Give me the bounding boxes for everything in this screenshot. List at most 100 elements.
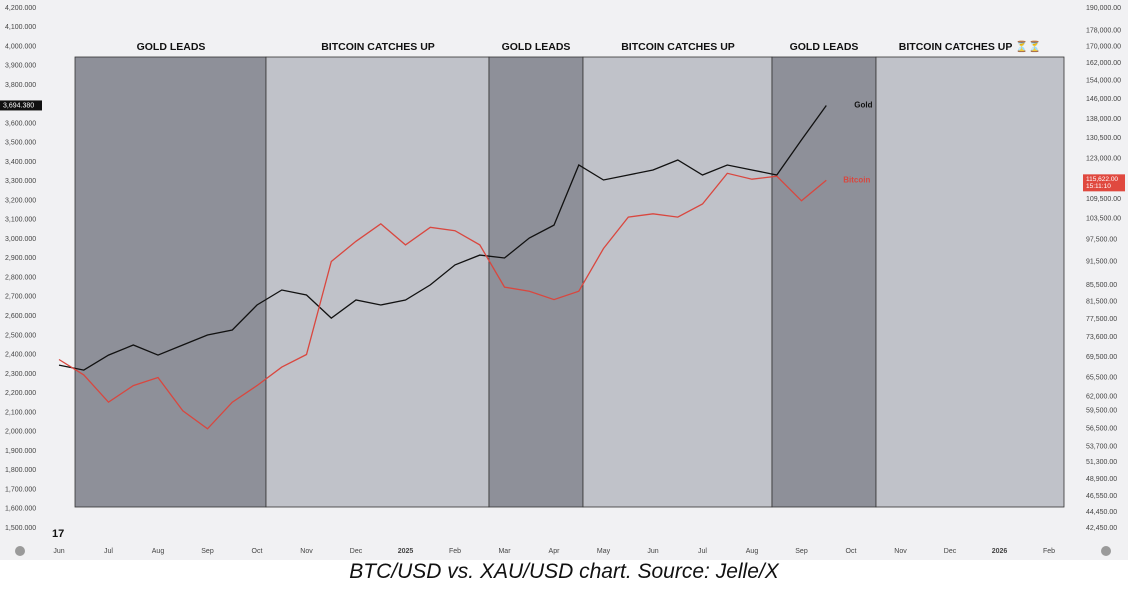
y-tick-label: 3,800.000	[5, 82, 36, 89]
y-tick-label: 1,600.000	[5, 506, 36, 513]
y-tick-label: 2,600.000	[5, 313, 36, 320]
period-label: GOLD LEADS	[502, 41, 571, 53]
period-label: GOLD LEADS	[790, 41, 859, 53]
caption: BTC/USD vs. XAU/USD chart. Source: Jelle…	[349, 560, 779, 583]
x-tick-label: Jul	[698, 548, 707, 555]
y-tick-label: 2,300.000	[5, 371, 36, 378]
y-tick-label: 3,000.000	[5, 236, 36, 243]
y-tick-label: 3,100.000	[5, 217, 36, 224]
x-tick-label: 2025	[398, 548, 414, 555]
y2-tick-label: 56,500.00	[1086, 426, 1117, 433]
y2-tick-label: 44,450.00	[1086, 509, 1117, 516]
y-tick-label: 2,700.000	[5, 294, 36, 301]
y-tick-label: 1,700.000	[5, 486, 36, 493]
period-label: BITCOIN CATCHES UP	[321, 41, 435, 53]
y2-tick-label: 162,000.00	[1086, 60, 1121, 67]
y2-tick-label: 59,500.00	[1086, 408, 1117, 415]
y-tick-label: 4,100.000	[5, 24, 36, 31]
gold-price-box	[0, 100, 42, 111]
period-region	[74, 56, 267, 508]
x-tick-label: Aug	[746, 548, 759, 555]
y-tick-label: 2,200.000	[5, 390, 36, 397]
logo: 17	[52, 528, 64, 540]
y2-tick-label: 85,500.00	[1086, 282, 1117, 289]
x-tick-label: Sep	[795, 548, 808, 555]
y2-tick-label: 77,500.00	[1086, 316, 1117, 323]
y2-tick-label: 178,000.00	[1086, 27, 1121, 34]
period-label: BITCOIN CATCHES UP	[621, 41, 735, 53]
series-line	[58, 105, 827, 371]
countdown-label: 15:11:10	[1086, 183, 1111, 190]
y-tick-label: 2,900.000	[5, 255, 36, 262]
y2-tick-label: 53,700.00	[1086, 443, 1117, 450]
x-tick-label: Feb	[449, 548, 461, 555]
scroll-left[interactable]	[15, 546, 25, 556]
y-tick-label: 1,900.000	[5, 448, 36, 455]
regions	[74, 56, 1065, 508]
y-tick-label: 1,500.000	[5, 525, 36, 532]
x-tick-label: Sep	[201, 548, 214, 555]
x-tick-label: Nov	[300, 548, 313, 555]
period-label: GOLD LEADS	[137, 41, 206, 53]
y-tick-label: 2,400.000	[5, 352, 36, 359]
x-tick-label: 2026	[992, 548, 1008, 555]
y2-tick-label: 48,900.00	[1086, 476, 1117, 483]
x-tick-label: Aug	[152, 548, 165, 555]
x-tick-label: Apr	[549, 548, 561, 555]
y2-tick-label: 130,500.00	[1086, 135, 1121, 142]
y2-tick-label: 154,000.00	[1086, 78, 1121, 85]
y-tick-label: 3,900.000	[5, 63, 36, 70]
y2-tick-label: 73,600.00	[1086, 334, 1117, 341]
x-tick-label: Oct	[252, 548, 263, 555]
y2-tick-label: 123,000.00	[1086, 156, 1121, 163]
chart: 17 GOLD LEADS BITCOIN CATCHES UP GOLD LEAD…	[0, 0, 1128, 560]
period-region	[875, 56, 1065, 508]
y-tick-label: 3,400.000	[5, 159, 36, 166]
y-tick-label: 4,000.000	[5, 43, 36, 50]
period-region	[488, 56, 584, 508]
period-region	[771, 56, 877, 508]
period-label: BITCOIN CATCHES UP ⏳⏳	[899, 40, 1041, 53]
y-tick-label: 1,800.000	[5, 467, 36, 474]
y-tick-label: 2,100.000	[5, 409, 36, 416]
y2-tick-label: 138,000.00	[1086, 116, 1121, 123]
y-tick-label: 3,500.000	[5, 140, 36, 147]
bitcoin-price-box	[1083, 174, 1125, 192]
y-tick-label: 3,300.000	[5, 178, 36, 185]
y-tick-label: 4,200.000	[5, 5, 36, 12]
x-tick-label: Feb	[1043, 548, 1055, 555]
period-region	[582, 56, 773, 508]
y2-tick-label: 69,500.00	[1086, 354, 1117, 361]
bitcoin-price-label: 115,622.00	[1086, 176, 1118, 183]
x-tick-label: Nov	[894, 548, 907, 555]
x-tick-label: Dec	[350, 548, 363, 555]
y2-tick-label: 190,000.00	[1086, 5, 1121, 12]
y2-tick-label: 42,450.00	[1086, 525, 1117, 532]
y2-tick-label: 46,550.00	[1086, 493, 1117, 500]
series-line	[58, 172, 827, 430]
y2-tick-label: 91,500.00	[1086, 258, 1117, 265]
y2-tick-label: 103,500.00	[1086, 216, 1121, 223]
x-tick-label: Dec	[944, 548, 957, 555]
period-region	[265, 56, 490, 508]
series-label: Bitcoin	[843, 175, 870, 184]
scroll-right[interactable]	[1101, 546, 1111, 556]
y2-tick-label: 109,500.00	[1086, 196, 1121, 203]
y-tick-label: 2,000.000	[5, 429, 36, 436]
y2-tick-label: 62,000.00	[1086, 393, 1117, 400]
x-tick-label: Jun	[647, 548, 658, 555]
y-tick-label: 2,500.000	[5, 332, 36, 339]
y2-tick-label: 97,500.00	[1086, 236, 1117, 243]
y2-tick-label: 51,300.00	[1086, 459, 1117, 466]
y-tick-label: 3,200.000	[5, 197, 36, 204]
x-tick-label: Mar	[498, 548, 511, 555]
y2-tick-label: 65,500.00	[1086, 374, 1117, 381]
y-tick-label: 2,800.000	[5, 274, 36, 281]
x-tick-label: May	[597, 548, 611, 555]
y-tick-label: 3,600.000	[5, 120, 36, 127]
x-tick-label: Jul	[104, 548, 113, 555]
y2-tick-label: 146,000.00	[1086, 96, 1121, 103]
x-tick-label: Jun	[53, 548, 64, 555]
y2-tick-label: 81,500.00	[1086, 299, 1117, 306]
